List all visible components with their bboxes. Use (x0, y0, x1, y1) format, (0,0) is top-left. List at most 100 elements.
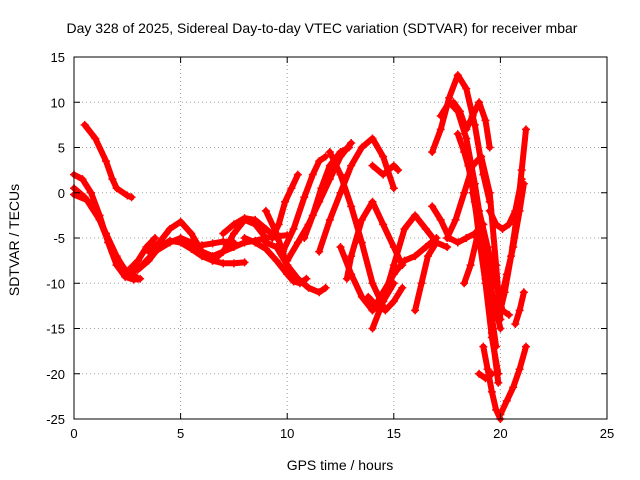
data-point (398, 283, 407, 292)
data-point (342, 274, 351, 283)
data-point (436, 111, 445, 120)
data-point (475, 369, 484, 378)
data-point (283, 256, 292, 265)
data-series-group (511, 288, 528, 328)
data-point (421, 243, 430, 252)
data-point (347, 161, 356, 170)
data-point (125, 270, 134, 279)
data-point (308, 170, 317, 179)
data-point (453, 107, 462, 116)
data-point (475, 224, 484, 233)
data-point (515, 306, 524, 315)
data-point (492, 279, 501, 288)
y-tick-label: -20 (46, 367, 65, 382)
data-point (272, 256, 281, 265)
x-tick-label: 20 (493, 426, 507, 441)
data-point (421, 224, 430, 233)
data-series-group (278, 152, 330, 256)
data-point (80, 120, 89, 129)
data-point (379, 297, 388, 306)
data-point (500, 288, 509, 297)
data-point (470, 120, 479, 129)
data-point (379, 220, 388, 229)
data-point (144, 247, 153, 256)
data-series-group (268, 170, 302, 242)
series-line (412, 239, 440, 314)
data-point (176, 234, 185, 242)
data-point (251, 215, 260, 224)
data-point (347, 138, 356, 147)
data-point (423, 252, 432, 261)
data-point (492, 405, 501, 414)
data-point (127, 193, 136, 202)
data-point (229, 238, 238, 247)
series-line (71, 171, 144, 283)
data-point (101, 157, 110, 166)
data-point (466, 261, 475, 270)
axis-ticks: 0 5 10 15 20 25 -25 -20 -15 -10 -5 0 5 10 15 (46, 50, 614, 441)
data-series-group (468, 188, 503, 387)
data-point (176, 217, 185, 226)
data-point (511, 319, 520, 328)
data-point (389, 297, 398, 306)
series-line (220, 215, 280, 241)
data-point (460, 188, 469, 197)
data-point (481, 116, 490, 125)
data-point (411, 211, 420, 220)
data-point (293, 170, 302, 179)
data-point (453, 71, 462, 80)
data-point (240, 258, 249, 267)
data-point (165, 238, 174, 247)
data-point (304, 220, 313, 229)
x-tick-label: 15 (387, 426, 401, 441)
y-tick-label: 15 (51, 50, 65, 65)
data-point (208, 256, 217, 265)
data-point (487, 387, 496, 396)
data-point (291, 274, 300, 283)
data-point (229, 229, 238, 238)
data-point (485, 188, 494, 197)
data-point (379, 152, 388, 161)
data-point (411, 252, 420, 261)
y-tick-label: 5 (58, 141, 65, 156)
data-point (483, 365, 492, 374)
data-point (229, 259, 238, 268)
data-point (445, 98, 454, 107)
data-point (304, 283, 313, 292)
data-series-group (342, 197, 407, 283)
data-point (513, 206, 522, 215)
data-point (112, 261, 121, 270)
y-tick-label: -10 (46, 276, 65, 291)
data-point (357, 238, 366, 247)
data-point (411, 306, 420, 315)
data-point (123, 191, 132, 200)
data-point (496, 324, 505, 333)
data-point (479, 342, 488, 351)
data-point (82, 195, 91, 204)
data-series (70, 71, 530, 423)
data-point (368, 197, 377, 206)
data-point (187, 229, 196, 238)
data-series-group (315, 134, 398, 256)
data-point (389, 261, 398, 270)
data-point (315, 288, 324, 297)
data-point (504, 220, 513, 229)
data-point (300, 193, 309, 202)
data-series-group (70, 190, 138, 279)
data-point (187, 243, 196, 252)
data-point (274, 220, 283, 229)
data-point (219, 229, 228, 238)
data-point (133, 274, 142, 283)
data-series-group (479, 342, 505, 423)
data-point (364, 292, 373, 301)
data-point (368, 279, 377, 288)
data-point (368, 306, 377, 315)
data-point (481, 274, 490, 283)
data-point (464, 161, 473, 170)
data-point (460, 279, 469, 288)
data-point (368, 161, 377, 170)
data-point (287, 184, 296, 193)
data-point (504, 310, 513, 319)
data-point (321, 152, 330, 161)
y-tick-label: 10 (51, 95, 65, 110)
